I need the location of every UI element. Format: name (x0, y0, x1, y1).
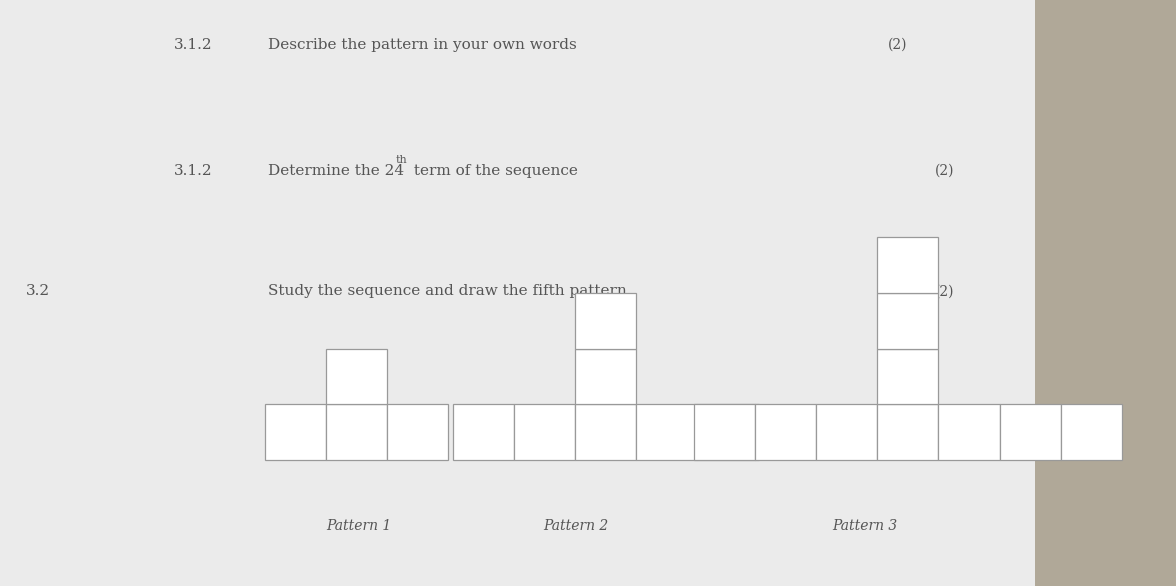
Bar (575, 404, 636, 460)
Bar (877, 404, 938, 460)
Text: Pattern 1: Pattern 1 (326, 519, 392, 533)
Bar (877, 293, 938, 349)
Bar (514, 404, 575, 460)
Bar (755, 404, 816, 460)
Bar (1061, 404, 1122, 460)
Bar (265, 404, 326, 460)
Text: 3.1.2: 3.1.2 (174, 38, 213, 52)
Bar (453, 404, 514, 460)
Bar (326, 349, 387, 404)
Bar (694, 404, 755, 460)
Bar (938, 404, 1000, 460)
Bar (326, 404, 387, 460)
Bar (697, 404, 759, 460)
FancyBboxPatch shape (0, 0, 1058, 586)
Text: 3.1.2: 3.1.2 (174, 164, 213, 178)
Text: Describe the pattern in your own words: Describe the pattern in your own words (268, 38, 577, 52)
Bar (575, 349, 636, 404)
Text: (2): (2) (935, 164, 955, 178)
Bar (575, 293, 636, 349)
Text: Pattern 2: Pattern 2 (543, 519, 609, 533)
FancyBboxPatch shape (1035, 0, 1176, 586)
Bar (387, 404, 448, 460)
Bar (877, 349, 938, 404)
Bar (1000, 404, 1061, 460)
Bar (816, 404, 877, 460)
Bar (877, 237, 938, 293)
Bar (636, 404, 697, 460)
Text: (2): (2) (935, 284, 955, 298)
Text: (2): (2) (888, 38, 908, 52)
Text: Pattern 3: Pattern 3 (831, 519, 897, 533)
Text: Study the sequence and draw the fifth pattern.: Study the sequence and draw the fifth pa… (268, 284, 632, 298)
Text: term of the sequence: term of the sequence (409, 164, 579, 178)
Text: Determine the 24: Determine the 24 (268, 164, 405, 178)
Text: th: th (396, 155, 408, 165)
Text: 3.2: 3.2 (26, 284, 51, 298)
